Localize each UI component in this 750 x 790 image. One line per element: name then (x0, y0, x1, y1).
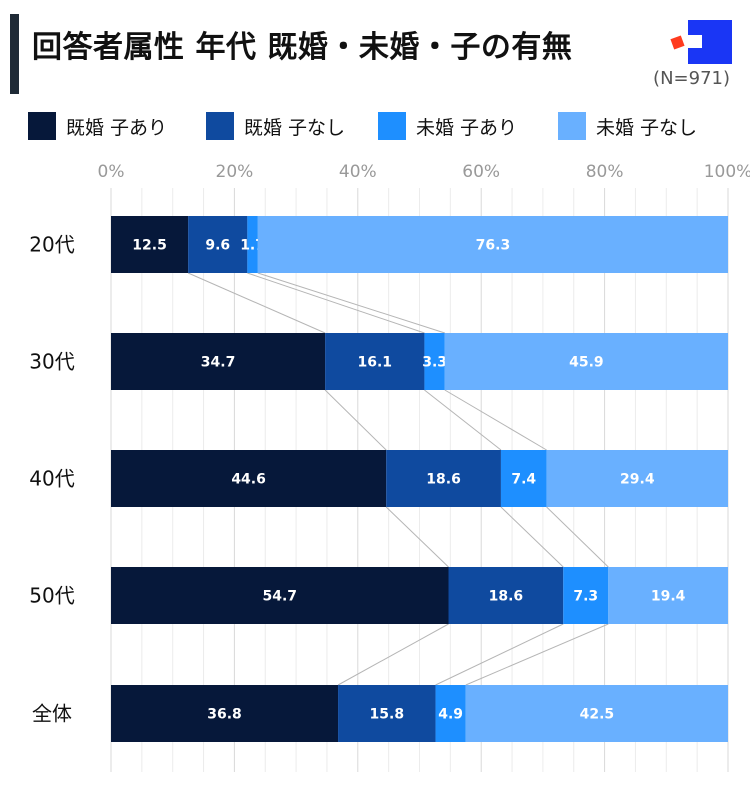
x-tick-label: 80% (586, 162, 624, 182)
x-tick-label: 0% (98, 162, 125, 182)
category-label: 全体 (32, 702, 72, 726)
series-connector-line (324, 389, 387, 451)
bar-value-label: 3.3 (422, 355, 447, 371)
logo-notch (688, 35, 702, 48)
bar-segment (111, 685, 339, 742)
category-label: 20代 (29, 233, 74, 257)
bar-value-label: 9.6 (205, 238, 230, 254)
bar-segment (386, 450, 501, 507)
bar-segment (111, 216, 189, 273)
bar-segment (188, 216, 248, 273)
legend-swatch (28, 112, 56, 140)
bar-segment (247, 216, 258, 273)
sample-size: (N=971) (653, 68, 730, 89)
x-tick-label: 100% (704, 162, 750, 182)
x-tick-label: 60% (462, 162, 500, 182)
legend-label: 既婚 子なし (244, 116, 346, 139)
legend-item-married-with-children: 既婚 子あり (28, 112, 167, 140)
chart-title: 回答者属性 年代 既婚・未婚・子の有無 (32, 30, 573, 65)
bar-value-label: 7.3 (573, 589, 598, 605)
title-accent-bar (10, 14, 19, 94)
bar-segment (111, 333, 326, 390)
bar-value-label: 15.8 (370, 707, 405, 723)
bar-segment (500, 450, 547, 507)
legend-swatch (378, 112, 406, 140)
brand-logo (668, 20, 732, 64)
series-connector-line (500, 506, 564, 568)
bar-segment (563, 567, 609, 624)
series-connector-line (247, 272, 425, 334)
x-tick-label: 20% (216, 162, 254, 182)
bar-segment (435, 685, 466, 742)
series-connector-line (546, 506, 609, 568)
bar-segment (325, 333, 425, 390)
series-connector-line (385, 506, 449, 568)
bar-value-label: 16.1 (357, 355, 392, 371)
bar-value-label: 45.9 (569, 355, 604, 371)
bar-segment (111, 450, 387, 507)
series-connector-line (435, 623, 564, 686)
series-connector-line (257, 272, 445, 334)
series-connector-line (187, 272, 326, 334)
bar-segment (424, 333, 445, 390)
bar-value-label: 36.8 (207, 707, 242, 723)
x-tick-label: 40% (339, 162, 377, 182)
bar-value-label: 12.5 (132, 238, 167, 254)
legend-label: 未婚 子あり (416, 116, 518, 139)
category-label: 40代 (29, 467, 74, 491)
bar-value-label: 76.3 (476, 238, 511, 254)
category-label: 50代 (29, 584, 74, 608)
bar-segment (448, 567, 564, 624)
bar-value-label: 7.4 (511, 472, 536, 488)
bar-value-label: 19.4 (651, 589, 686, 605)
series-connector-line (337, 623, 449, 686)
bar-value-label: 44.6 (231, 472, 266, 488)
bar-value-label: 34.7 (201, 355, 236, 371)
bar-value-label: 29.4 (620, 472, 655, 488)
bar-value-label: 4.9 (438, 707, 463, 723)
series-connector-line (444, 389, 547, 451)
legend-item-married-no-children: 既婚 子なし (206, 112, 345, 140)
bar-segment (338, 685, 436, 742)
category-label: 30代 (29, 350, 74, 374)
legend-item-single-with-children: 未婚 子あり (378, 112, 517, 140)
bar-segment (257, 216, 728, 273)
legend-item-single-no-children: 未婚 子なし (558, 112, 697, 140)
series-connector-line (424, 389, 502, 451)
legend-label: 未婚 子なし (596, 116, 698, 139)
bar-value-label: 42.5 (580, 707, 615, 723)
legend-swatch (558, 112, 586, 140)
legend-label: 既婚 子あり (66, 116, 168, 139)
bar-value-label: 18.6 (426, 472, 461, 488)
series-connector-line (465, 623, 609, 686)
bar-segment (608, 567, 728, 624)
bar-segment (444, 333, 728, 390)
bar-segment (546, 450, 728, 507)
bar-segment (465, 685, 728, 742)
bar-segment (111, 567, 449, 624)
bar-value-label: 18.6 (489, 589, 524, 605)
legend-swatch (206, 112, 234, 140)
bar-value-label: 54.7 (262, 589, 297, 605)
